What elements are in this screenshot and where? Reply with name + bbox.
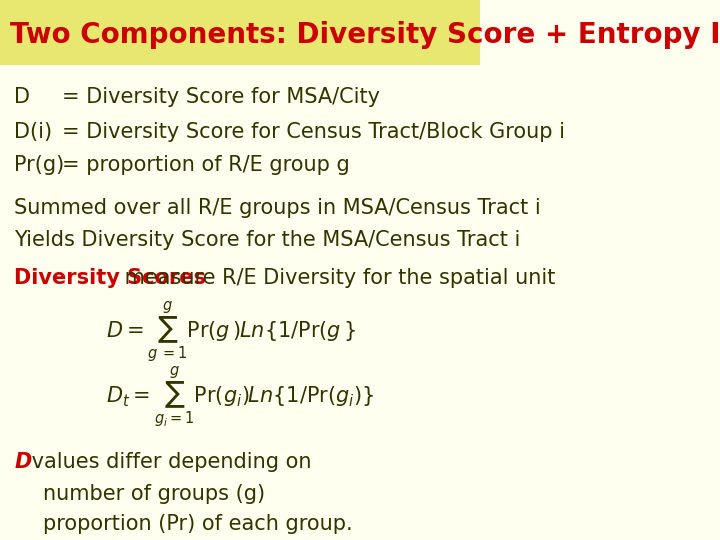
Text: = proportion of R/E group g: = proportion of R/E group g <box>63 154 350 175</box>
FancyBboxPatch shape <box>0 0 480 65</box>
Text: $D_t = \sum_{g_i=1}^{g} \mathrm{Pr}(g_i)Ln\{1/\mathrm{Pr}(g_i)\}$: $D_t = \sum_{g_i=1}^{g} \mathrm{Pr}(g_i)… <box>106 364 374 430</box>
Text: = Diversity Score for MSA/City: = Diversity Score for MSA/City <box>63 87 380 107</box>
Text: Summed over all R/E groups in MSA/Census Tract i: Summed over all R/E groups in MSA/Census… <box>14 198 541 218</box>
Text: proportion (Pr) of each group.: proportion (Pr) of each group. <box>43 514 353 534</box>
Text: measure R/E Diversity for the spatial unit: measure R/E Diversity for the spatial un… <box>117 268 555 288</box>
Text: D: D <box>14 87 30 107</box>
Text: $D = \sum_{g\,=1}^{g} \mathrm{Pr}(g\,)Ln\{1/\mathrm{Pr}(g\,\}$: $D = \sum_{g\,=1}^{g} \mathrm{Pr}(g\,)Ln… <box>106 299 356 365</box>
Text: Diversity Scores: Diversity Scores <box>14 268 207 288</box>
Text: D: D <box>14 451 32 472</box>
Text: = Diversity Score for Census Tract/Block Group i: = Diversity Score for Census Tract/Block… <box>63 122 565 143</box>
Text: D(i): D(i) <box>14 122 53 143</box>
Text: Two Components: Diversity Score + Entropy Index: Two Components: Diversity Score + Entrop… <box>9 21 720 49</box>
Text: Pr(g): Pr(g) <box>14 154 65 175</box>
Text: Yields Diversity Score for the MSA/Census Tract i: Yields Diversity Score for the MSA/Censu… <box>14 230 521 251</box>
Text: number of groups (g): number of groups (g) <box>43 484 266 504</box>
Text: values differ depending on: values differ depending on <box>25 451 312 472</box>
